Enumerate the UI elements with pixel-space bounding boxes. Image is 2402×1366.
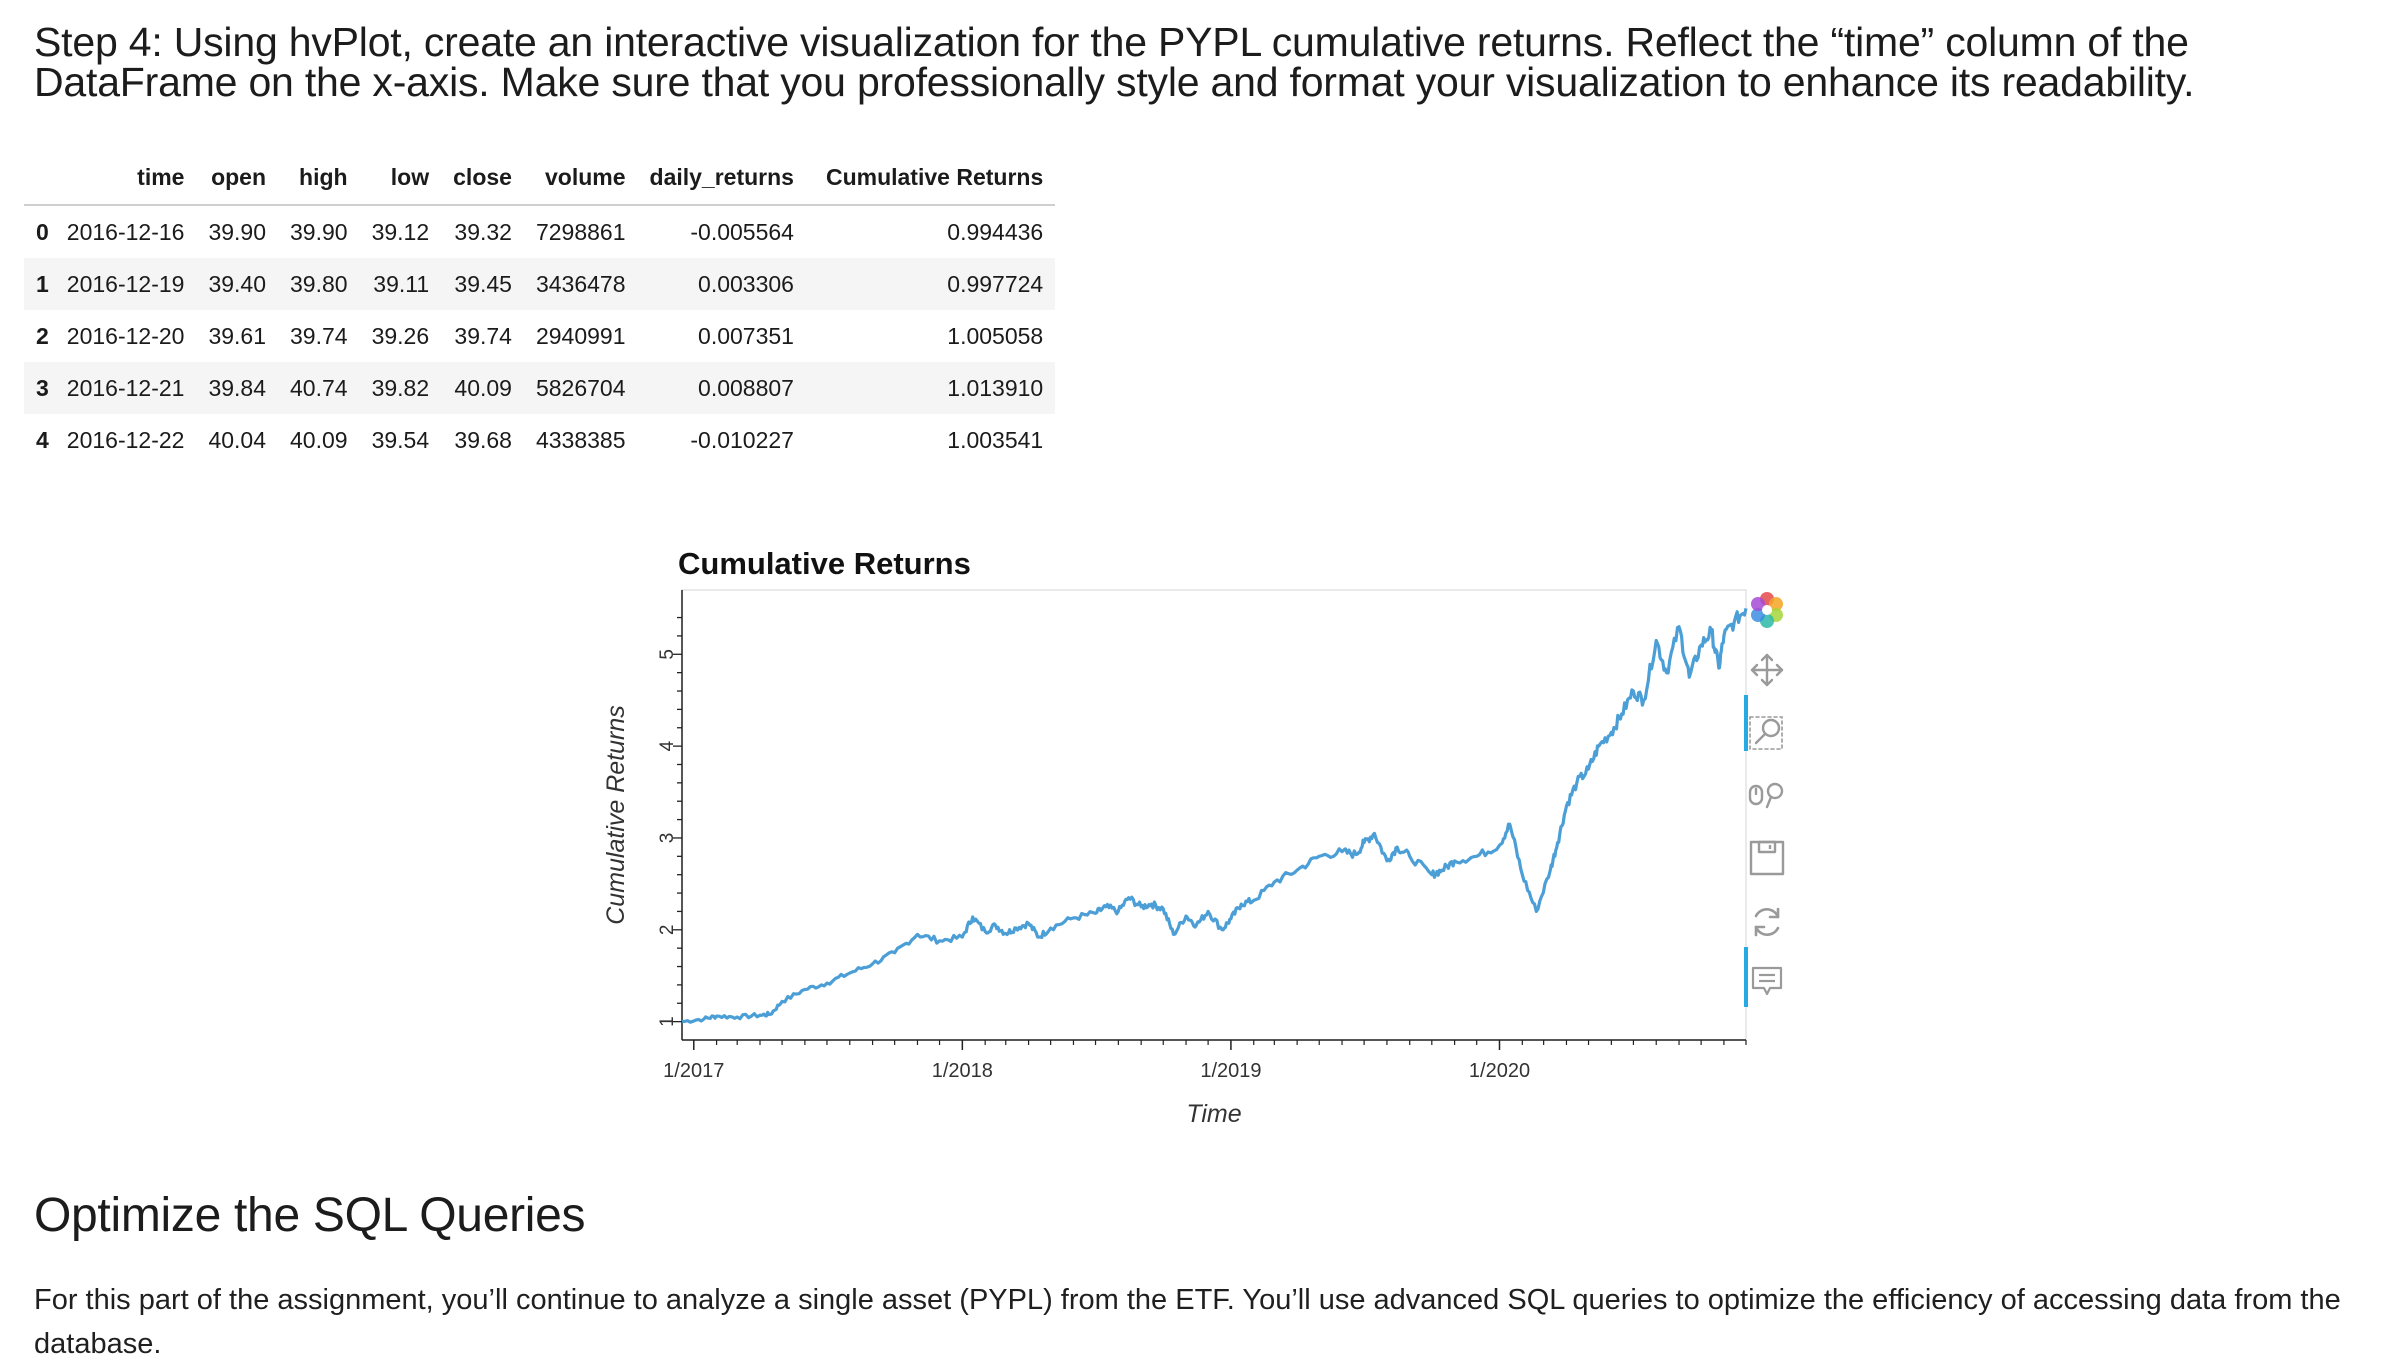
table-cell: 39.61 xyxy=(208,322,267,349)
table-cell: 39.68 xyxy=(454,426,512,453)
table-cell: 2940991 xyxy=(535,322,626,349)
wheel-zoom-icon[interactable] xyxy=(1744,771,1790,817)
table-cell: 39.84 xyxy=(208,374,267,401)
table-row: 3 2016-12-21 39.84 40.74 39.82 40.09 582… xyxy=(24,362,1056,414)
section-title: Optimize the SQL Queries xyxy=(34,1189,586,1242)
table-cell: 39.12 xyxy=(371,218,430,245)
table-cell: 1.013910 xyxy=(947,374,1044,401)
row-index: 0 xyxy=(36,218,49,245)
table-cell: 4338385 xyxy=(535,426,626,453)
table-cell: 3436478 xyxy=(535,270,626,297)
table-cell: 39.82 xyxy=(371,374,430,401)
step-heading: Step 4: Using hvPlot, create an interact… xyxy=(34,19,2195,105)
section-paragraph: For this part of the assignment, you’ll … xyxy=(34,1284,2341,1360)
column-header: open xyxy=(196,150,279,206)
chart-toolbar xyxy=(1744,587,1790,1007)
table-cell: 40.09 xyxy=(454,374,512,401)
y-tick-label: 3 xyxy=(657,833,678,844)
table-cell: 0.008807 xyxy=(698,374,794,401)
bokeh-logo-icon[interactable] xyxy=(1744,587,1790,633)
table-cell: 39.26 xyxy=(371,322,430,349)
column-header: low xyxy=(359,150,442,206)
y-tick-label: 4 xyxy=(657,740,678,751)
table-cell: 39.80 xyxy=(290,270,348,297)
series-line xyxy=(681,608,1748,1024)
table-cell: -0.005564 xyxy=(690,218,794,245)
table-cell: 39.11 xyxy=(373,270,430,297)
table-row: 4 2016-12-22 40.04 40.09 39.54 39.68 433… xyxy=(24,414,1055,466)
table-cell: 39.90 xyxy=(290,218,348,245)
column-header: volume xyxy=(523,150,638,206)
column-header: high xyxy=(278,150,360,206)
table-header-row: time open high low close volume daily_re… xyxy=(24,150,1056,206)
x-tick-label: 1/2018 xyxy=(932,1060,993,1082)
chart-svg[interactable]: Cumulative Returns 1 2 3 4 5 1/2017 1/2018 1/201… xyxy=(590,540,1800,1140)
row-index: 1 xyxy=(36,270,49,297)
column-header: time xyxy=(56,150,197,206)
table-cell: 0.007351 xyxy=(698,322,794,349)
pan-icon[interactable] xyxy=(1744,647,1790,693)
row-index: 2 xyxy=(36,322,49,349)
row-index: 3 xyxy=(36,374,49,401)
table-cell: 40.04 xyxy=(208,426,267,453)
table-cell: 1.003541 xyxy=(947,426,1044,453)
x-tick-label: 1/2020 xyxy=(1469,1060,1530,1082)
table-cell: 2016-12-22 xyxy=(66,426,185,453)
table-cell: 39.74 xyxy=(454,322,512,349)
table-cell: 2016-12-20 xyxy=(66,322,185,349)
row-index: 4 xyxy=(36,426,49,453)
box-zoom-icon[interactable] xyxy=(1744,709,1790,755)
table-cell: 2016-12-21 xyxy=(66,374,185,401)
table-cell: 0.003306 xyxy=(698,270,794,297)
hover-icon[interactable] xyxy=(1744,959,1790,1005)
table-cell: 39.90 xyxy=(208,218,267,245)
plot-frame xyxy=(681,589,1747,1041)
table-row: 0 2016-12-16 39.90 39.90 39.12 39.32 729… xyxy=(24,205,1055,258)
hover-active-indicator xyxy=(1744,947,1748,1007)
table-cell: 2016-12-19 xyxy=(66,270,185,297)
column-header: close xyxy=(441,150,524,206)
table-cell: 7298861 xyxy=(535,218,626,245)
column-header: Cumulative Returns xyxy=(805,150,1056,206)
table-cell: 1.005058 xyxy=(947,322,1044,349)
reset-icon[interactable] xyxy=(1744,899,1790,945)
table-cell: 40.09 xyxy=(290,426,348,453)
x-tick-label: 1/2017 xyxy=(663,1060,724,1082)
table-row: 1 2016-12-19 39.40 39.80 39.11 39.45 343… xyxy=(24,258,1056,310)
table-row: 2 2016-12-20 39.61 39.74 39.26 39.74 294… xyxy=(24,310,1055,362)
table-cell: 0.994436 xyxy=(947,218,1044,245)
column-header: daily_returns xyxy=(637,150,806,206)
y-axis-label: Cumulative Returns xyxy=(602,705,630,925)
chart-title: Cumulative Returns xyxy=(678,546,971,581)
table-cell: 5826704 xyxy=(535,374,626,401)
table-cell: 39.54 xyxy=(371,426,430,453)
y-tick-label: 5 xyxy=(657,649,678,660)
table-cell: 39.32 xyxy=(454,218,512,245)
pan-active-indicator xyxy=(1744,695,1748,751)
x-tick-label: 1/2019 xyxy=(1200,1060,1261,1082)
column-header xyxy=(24,150,57,206)
table-cell: 0.997724 xyxy=(947,270,1044,297)
y-tick-label: 2 xyxy=(657,925,678,936)
cumulative-returns-chart[interactable]: Cumulative Returns 1 2 3 4 5 1/2017 1/2018 1/201… xyxy=(590,540,1800,1140)
dataframe-table: time open high low close volume daily_re… xyxy=(24,150,1056,466)
table-cell: 39.45 xyxy=(454,270,512,297)
table-cell: 39.74 xyxy=(290,322,348,349)
table-cell: 40.74 xyxy=(290,374,348,401)
table-cell: -0.010227 xyxy=(690,426,794,453)
table-cell: 39.40 xyxy=(208,270,267,297)
y-tick-label: 1 xyxy=(657,1016,678,1027)
save-icon[interactable] xyxy=(1744,835,1790,881)
x-axis-label: Time xyxy=(1186,1100,1241,1128)
table-cell: 2016-12-16 xyxy=(66,218,185,245)
